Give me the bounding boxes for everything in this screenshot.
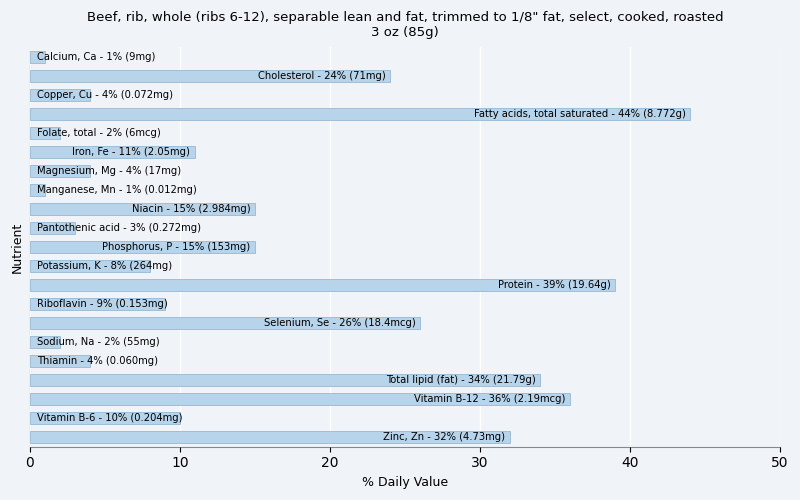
Bar [30,126,60,139]
Bar [30,336,60,348]
Bar [30,298,165,310]
Bar [30,164,90,177]
Text: Folate, total - 2% (6mcg): Folate, total - 2% (6mcg) [37,128,161,138]
Y-axis label: Nutrient: Nutrient [11,222,24,272]
Text: Thiamin - 4% (0.060mg): Thiamin - 4% (0.060mg) [37,356,158,366]
Text: Cholesterol - 24% (71mg): Cholesterol - 24% (71mg) [258,70,386,81]
Bar [30,431,510,444]
Bar [30,393,570,405]
Bar [30,184,45,196]
Text: Niacin - 15% (2.984mg): Niacin - 15% (2.984mg) [132,204,250,214]
Text: Zinc, Zn - 32% (4.73mg): Zinc, Zn - 32% (4.73mg) [383,432,506,442]
Bar [30,222,74,234]
Text: Phosphorus, P - 15% (153mg): Phosphorus, P - 15% (153mg) [102,242,250,252]
Text: Manganese, Mn - 1% (0.012mg): Manganese, Mn - 1% (0.012mg) [37,185,197,195]
Bar [30,202,255,215]
Text: Sodium, Na - 2% (55mg): Sodium, Na - 2% (55mg) [37,337,160,347]
Bar [30,355,90,367]
Title: Beef, rib, whole (ribs 6-12), separable lean and fat, trimmed to 1/8" fat, selec: Beef, rib, whole (ribs 6-12), separable … [86,11,723,39]
Text: Copper, Cu - 4% (0.072mg): Copper, Cu - 4% (0.072mg) [37,90,173,100]
Text: Vitamin B-6 - 10% (0.204mg): Vitamin B-6 - 10% (0.204mg) [37,413,182,423]
Text: Vitamin B-12 - 36% (2.19mcg): Vitamin B-12 - 36% (2.19mcg) [414,394,566,404]
Text: Magnesium, Mg - 4% (17mg): Magnesium, Mg - 4% (17mg) [37,166,182,176]
Bar [30,146,194,158]
Text: Total lipid (fat) - 34% (21.79g): Total lipid (fat) - 34% (21.79g) [386,375,535,385]
Bar [30,70,390,82]
Text: Fatty acids, total saturated - 44% (8.772g): Fatty acids, total saturated - 44% (8.77… [474,109,686,119]
Bar [30,412,180,424]
Text: Pantothenic acid - 3% (0.272mg): Pantothenic acid - 3% (0.272mg) [37,223,201,233]
Text: Calcium, Ca - 1% (9mg): Calcium, Ca - 1% (9mg) [37,52,155,62]
Text: Selenium, Se - 26% (18.4mcg): Selenium, Se - 26% (18.4mcg) [264,318,415,328]
Bar [30,50,45,63]
Text: Iron, Fe - 11% (2.05mg): Iron, Fe - 11% (2.05mg) [72,147,190,157]
X-axis label: % Daily Value: % Daily Value [362,476,448,489]
Text: Riboflavin - 9% (0.153mg): Riboflavin - 9% (0.153mg) [37,299,168,309]
Bar [30,240,255,253]
Bar [30,260,150,272]
Text: Protein - 39% (19.64g): Protein - 39% (19.64g) [498,280,610,290]
Bar [30,279,615,291]
Bar [30,108,690,120]
Bar [30,374,540,386]
Text: Potassium, K - 8% (264mg): Potassium, K - 8% (264mg) [37,261,172,271]
Bar [30,317,420,329]
Bar [30,88,90,101]
